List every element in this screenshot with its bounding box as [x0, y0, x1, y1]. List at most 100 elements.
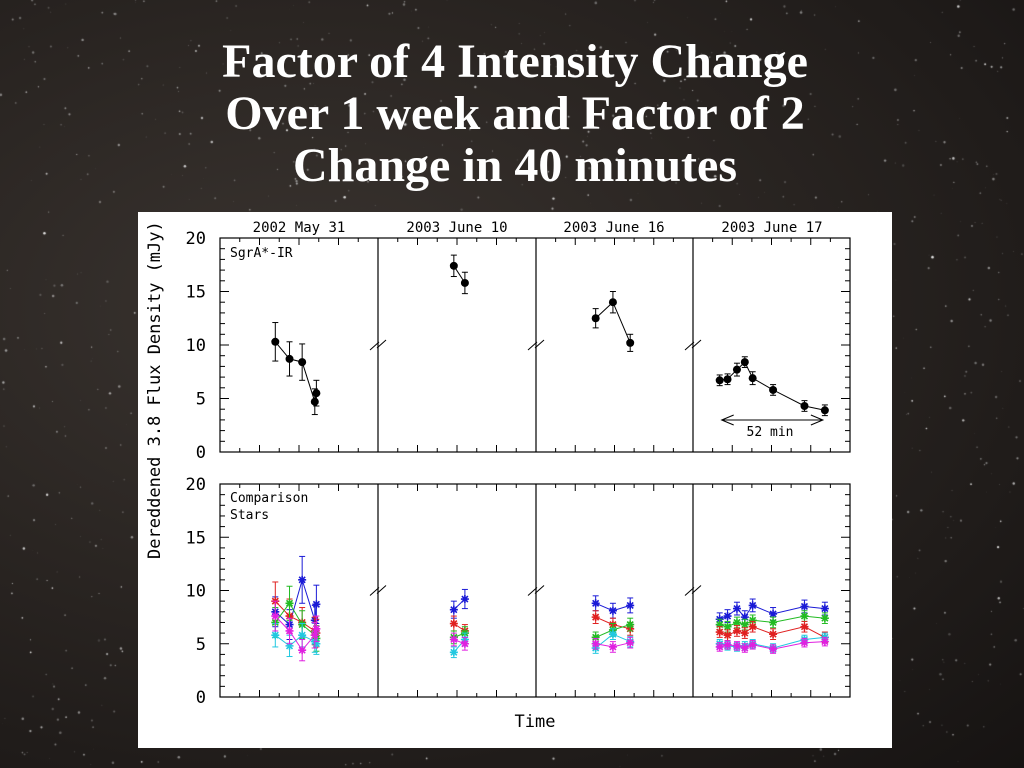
comparison-blue-panel-4-point-6 — [800, 602, 809, 611]
duration-arrow-right-head — [810, 414, 825, 426]
sgra-panel-3-point-1 — [608, 298, 617, 307]
comparison-red-panel-4-point-4 — [748, 622, 757, 631]
bottom-panel-axis-break-3a — [684, 587, 695, 596]
top-panel-ytick-label-5: 5 — [196, 390, 206, 410]
comparison-green-panel-4-point-1 — [723, 622, 732, 631]
comparison-blue-panel-1-point-2 — [298, 575, 307, 584]
sgra-panel-2-point-1 — [460, 278, 469, 287]
bottom-panel-axis-break-2b — [534, 585, 545, 594]
sgra-panel-4-point-6 — [800, 401, 809, 410]
bottom-panel-frame — [219, 483, 851, 698]
comparison-green-panel-3-point-0 — [591, 633, 600, 642]
comparison-blue-panel-3-point-1 — [608, 606, 617, 615]
panel-header-4: 2003 June 17 — [721, 220, 822, 236]
top-panel-axis-break-1b — [376, 339, 387, 349]
comparison-magenta-panel-2-point-1 — [460, 639, 469, 648]
comparison-green-panel-4-point-5 — [769, 618, 778, 627]
bottom-panel-label-line-1: Comparison — [230, 491, 308, 506]
comparison-cyan-panel-1-point-1 — [285, 641, 294, 650]
comparison-magenta-panel-4-point-5 — [769, 645, 778, 654]
flux-chart: 0 5 10 15 20 0 5 10 15 20 2002 May 31 2003 June 1… — [145, 220, 851, 732]
comparison-magenta-panel-4-point-1 — [723, 640, 732, 649]
flux-density-figure: 0 5 10 15 20 0 5 10 15 20 2002 May 31 2003 June 1… — [138, 212, 892, 748]
panel-header-1: 2002 May 31 — [253, 220, 346, 236]
comparison-blue-panel-4-point-1 — [723, 612, 732, 621]
comparison-magenta-panel-3-point-2 — [626, 638, 635, 647]
title-line-3: Change in 40 minutes — [292, 139, 738, 192]
top-panel-ytick-label-0: 0 — [196, 443, 206, 463]
comparison-cyan-panel-1-point-2 — [298, 631, 307, 640]
comparison-red-panel-4-point-3 — [740, 629, 749, 638]
sgra-panel-4-point-1 — [723, 375, 732, 384]
top-panel-axis-break-2a — [527, 341, 538, 351]
x-axis-label: Time — [515, 712, 556, 732]
comparison-green-panel-4-point-2 — [732, 618, 741, 627]
comparison-green-panel-3-point-2 — [626, 620, 635, 629]
bottom-panel-ytick-label-5: 5 — [196, 635, 206, 655]
top-panel-ytick-label-15: 15 — [186, 283, 206, 303]
sgra-panel-3-point-0 — [591, 314, 600, 323]
comparison-cyan-panel-1-point-4 — [312, 639, 321, 648]
sgra-panel-1-line — [274, 341, 317, 402]
comparison-magenta-panel-1-point-2 — [298, 646, 307, 655]
bottom-panel-label-line-2: Stars — [230, 508, 269, 523]
panel-header-3: 2003 June 16 — [563, 220, 664, 236]
sgra-panel-1-point-1 — [285, 354, 294, 363]
comparison-magenta-panel-1-point-1 — [285, 626, 294, 635]
bottom-panel-axis-break-1b — [376, 585, 387, 594]
sgra-panel-4-point-0 — [715, 376, 724, 385]
comparison-blue-panel-3-point-2 — [626, 601, 635, 610]
y-axis-label: Dereddened 3.8 Flux Density (mJy) — [145, 221, 165, 559]
top-panel-label: SgrA*-IR — [230, 246, 293, 261]
comparison-green-panel-4-point-7 — [820, 614, 829, 623]
top-panel-axis-break-3a — [684, 341, 695, 351]
sgra-panel-4-point-2 — [732, 365, 741, 374]
comparison-magenta-panel-4-point-2 — [732, 641, 741, 650]
comparison-green-panel-1-point-1 — [285, 599, 294, 608]
top-panel-axis-break-1a — [369, 341, 380, 351]
sgra-panel-3-point-2 — [626, 338, 635, 347]
top-panel-ytick-label-20: 20 — [186, 229, 206, 249]
top-panel-axis-break-3b — [691, 339, 702, 349]
comparison-red-panel-4-point-0 — [715, 628, 724, 637]
comparison-red-panel-4-point-1 — [723, 631, 732, 640]
comparison-green-panel-4-point-3 — [740, 620, 749, 629]
comparison-red-panel-3-point-0 — [591, 613, 600, 622]
comparison-cyan-panel-1-point-0 — [271, 631, 280, 640]
comparison-green-panel-1-line — [274, 602, 317, 639]
sgra-panel-4-point-3 — [740, 358, 749, 367]
comparison-cyan-panel-2-point-0 — [449, 648, 458, 657]
bottom-panel-ytick-label-20: 20 — [186, 475, 206, 495]
panel-header-2: 2003 June 10 — [406, 220, 507, 236]
comparison-blue-panel-2-point-0 — [449, 605, 458, 614]
comparison-green-panel-4-point-4 — [748, 616, 757, 625]
comparison-magenta-panel-1-line — [274, 615, 317, 651]
sgra-panel-2-point-0 — [449, 261, 458, 270]
comparison-magenta-panel-4-point-7 — [820, 637, 829, 646]
sgra-panel-1-point-4 — [312, 389, 321, 398]
comparison-red-panel-4-point-2 — [732, 626, 741, 635]
bottom-panel-axis-break-1a — [369, 587, 380, 596]
comparison-blue-panel-4-point-7 — [820, 604, 829, 613]
comparison-magenta-panel-1-point-3 — [310, 631, 319, 640]
bottom-panel-ytick-label-0: 0 — [196, 688, 206, 708]
title-line-2: Over 1 week and Factor of 2 — [225, 87, 805, 140]
sgra-panel-4-point-7 — [820, 406, 829, 415]
comparison-blue-panel-1-point-4 — [312, 600, 321, 609]
bottom-panel-axis-break-2a — [527, 587, 538, 596]
top-panel-ytick-label-10: 10 — [186, 336, 206, 356]
sgra-panel-1-point-2 — [298, 358, 307, 367]
comparison-blue-panel-4-point-3 — [740, 613, 749, 622]
bottom-panel-ytick-label-10: 10 — [186, 582, 206, 602]
sgra-panel-4-point-4 — [748, 374, 757, 383]
comparison-cyan-panel-3-point-1 — [608, 630, 617, 639]
comparison-blue-panel-4-point-5 — [769, 609, 778, 618]
comparison-blue-panel-4-point-2 — [732, 604, 741, 613]
comparison-magenta-panel-4-point-3 — [740, 644, 749, 653]
sgra-panel-1-point-0 — [271, 337, 280, 346]
comparison-magenta-panel-3-point-0 — [591, 639, 600, 648]
comparison-green-panel-4-point-0 — [715, 620, 724, 629]
slide-title: Factor of 4 Intensity Change Over 1 week… — [100, 36, 930, 192]
comparison-red-panel-4-point-5 — [769, 630, 778, 639]
comparison-blue-panel-1-line — [274, 578, 317, 626]
